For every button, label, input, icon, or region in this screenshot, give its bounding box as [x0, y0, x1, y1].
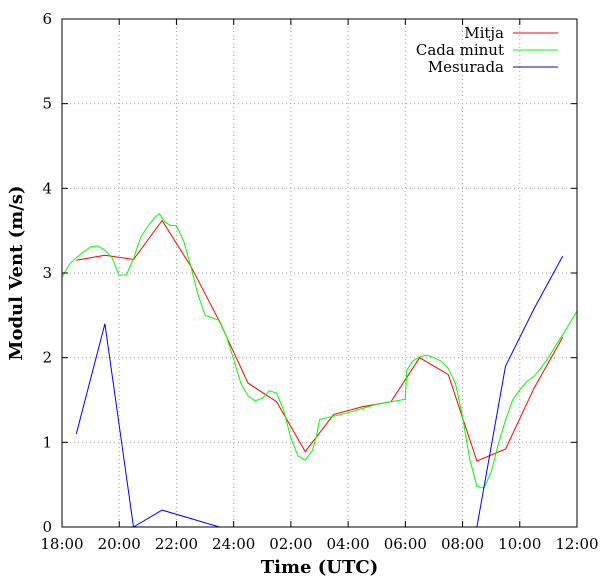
- y-tick-label: 0: [42, 518, 52, 536]
- x-tick-label: 08:00: [441, 535, 484, 553]
- y-tick-label: 3: [42, 264, 52, 282]
- plot-frame: [61, 18, 578, 528]
- x-tick-label: 12:00: [555, 535, 598, 553]
- legend-label: Cada minut: [416, 41, 504, 59]
- legend-label: Mesurada: [428, 58, 504, 76]
- series-line-mitja: [76, 219, 564, 462]
- y-tick-label: 5: [42, 95, 52, 113]
- x-tick-label: 22:00: [155, 535, 198, 553]
- x-tick-label: 04:00: [326, 535, 369, 553]
- y-tick-label: 1: [42, 433, 52, 451]
- y-axis-title: Modul Vent (m/s): [6, 186, 27, 361]
- series-line-mesurada: [75, 255, 564, 528]
- grid-lines: [62, 19, 577, 527]
- series-line-cada-minut: [61, 212, 578, 489]
- y-tick-label: 2: [42, 349, 52, 367]
- y-tick-label: 6: [42, 10, 52, 28]
- x-tick-label: 24:00: [212, 535, 255, 553]
- y-tick-label: 4: [42, 179, 52, 197]
- series-lines: [61, 212, 578, 528]
- x-tick-label: 20:00: [98, 535, 141, 553]
- legend-label: Mitja: [464, 24, 504, 42]
- x-tick-label: 10:00: [498, 535, 541, 553]
- x-tick-label: 02:00: [269, 535, 312, 553]
- x-axis-title: Time (UTC): [261, 557, 378, 576]
- y-axis-tick-labels: 0 1 2 3 4 5 6: [42, 10, 52, 536]
- x-tick-label: 06:00: [384, 535, 427, 553]
- axis-ticks: [61, 18, 578, 528]
- x-tick-label: 18:00: [40, 535, 83, 553]
- x-axis-tick-labels: 18:00 20:00 22:00 24:00 02:00 04:00 06:00 08:00…: [40, 535, 598, 553]
